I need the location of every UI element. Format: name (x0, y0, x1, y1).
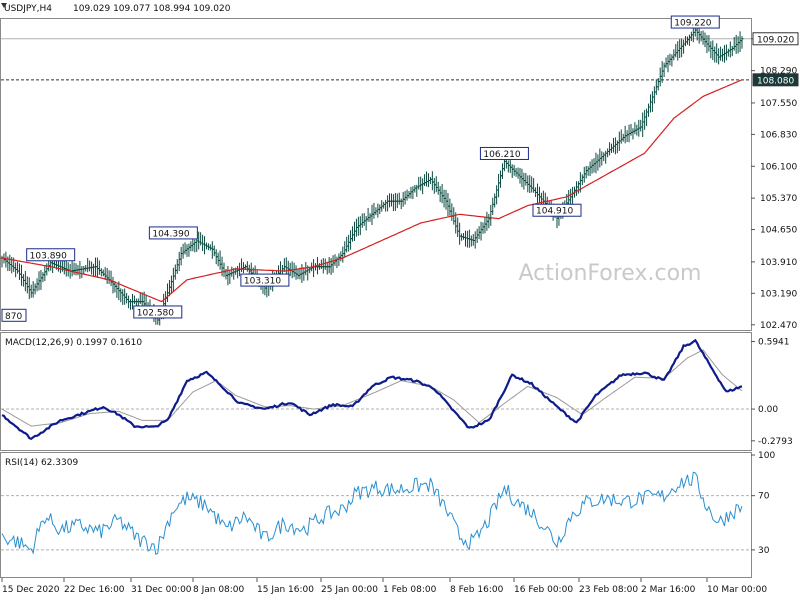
time-tick-label: 2 Mar 16:00 (641, 585, 696, 595)
price-annotation: 870 (1, 308, 27, 322)
macd-panel-frame (0, 332, 752, 451)
time-axis: 15 Dec 2020 22 Dec 16:00 31 Dec 00:00 8 Jan… (1, 578, 767, 595)
time-tick-label: 15 Jan 16:00 (257, 585, 314, 595)
annotation-label: 104.390 (152, 229, 189, 239)
price-tick-label: 106.830 (760, 130, 797, 140)
price-annotation: 109.220 (670, 15, 720, 29)
time-tick-label: 8 Jan 08:00 (193, 585, 245, 595)
price-annotation: 104.910 (532, 203, 582, 217)
annotation-label: 109.220 (674, 19, 711, 29)
price-tick-label: 105.370 (760, 194, 797, 204)
annotation-box (133, 305, 183, 319)
collapse-triangle-icon[interactable] (1, 3, 7, 8)
price-bar (740, 36, 744, 49)
price-panel: 109.020 108.290 107.550 106.830 106.100 105.3… (0, 15, 799, 331)
last-price-tag-label: 109.020 (757, 35, 794, 45)
annotation-label: 103.310 (244, 277, 281, 287)
header-ohlc: 109.029 109.077 108.994 109.020 (73, 4, 231, 14)
time-tick-label: 31 Dec 00:00 (131, 585, 192, 595)
price-annotation: 103.310 (240, 273, 290, 287)
rsi-tick-label: 100 (758, 451, 775, 461)
header-symbol: USDJPY,H4 (4, 4, 52, 14)
time-tick-label: 22 Dec 16:00 (64, 585, 125, 595)
annotation-box (1, 308, 27, 322)
price-tick-label: 107.550 (760, 99, 797, 109)
annotation-box (26, 248, 76, 262)
macd-tick-label: 0.00 (758, 405, 778, 415)
rsi-label: RSI(14) 62.3309 (5, 458, 78, 468)
price-tick-label: 106.100 (760, 162, 797, 172)
annotation-label: 104.910 (536, 207, 573, 217)
ma-tag: 108.080 (752, 73, 799, 87)
time-tick-label: 23 Feb 08:00 (579, 585, 638, 595)
annotation-box (240, 273, 290, 287)
rsi-line (1, 471, 743, 556)
time-tick-label: 10 Mar 00:00 (707, 585, 767, 595)
time-tick-label: 1 Feb 08:00 (383, 585, 437, 595)
annotation-label: 106.210 (483, 150, 520, 160)
rsi-panel-frame (0, 452, 752, 578)
time-tick-label: 25 Jan 00:00 (321, 585, 378, 595)
macd-signal-line (1, 349, 743, 427)
annotation-label: 102.580 (137, 308, 174, 318)
watermark: ActionForex.com (519, 261, 702, 286)
moving-average-line (1, 79, 743, 303)
time-tick-label: 8 Feb 16:00 (450, 585, 504, 595)
price-annotation: 102.580 (133, 305, 183, 319)
macd-tick-label: -0.2793 (758, 437, 793, 447)
rsi-tick-label: 70 (758, 492, 770, 502)
macd-label: MACD(12,26,9) 0.1997 0.1610 (5, 338, 142, 348)
time-tick-label: 15 Dec 2020 (2, 585, 60, 595)
price-tick-label: 108.290 (760, 67, 797, 77)
annotation-box (479, 146, 529, 160)
annotation-box (148, 226, 198, 240)
price-tick-label: 103.190 (760, 289, 797, 299)
last-price-tag-box (752, 32, 799, 46)
price-tick-label: 102.470 (760, 321, 797, 331)
annotation-box (670, 15, 720, 29)
price-annotation: 103.890 (26, 248, 76, 262)
ma-tag-box (752, 73, 799, 87)
price-annotation: 104.390 (148, 226, 198, 240)
price-annotation: 106.210 (479, 146, 529, 160)
annotation-box (532, 203, 582, 217)
ma-tag-label: 108.080 (757, 76, 794, 86)
price-tick-label: 104.650 (760, 226, 797, 236)
time-tick-label: 16 Feb 00:00 (514, 585, 573, 595)
price-panel-frame (0, 18, 752, 331)
annotation-label: 103.890 (30, 251, 67, 261)
rsi-tick-label: 30 (758, 546, 770, 556)
macd-tick-label: 0.5941 (758, 337, 790, 347)
macd-panel: 0.5941 0.00 -0.2793 (1, 337, 793, 447)
annotation-label: 870 (5, 312, 22, 322)
macd-line (1, 338, 743, 441)
price-tick-label: 103.910 (760, 258, 797, 268)
rsi-panel: 100 70 30 (1, 451, 775, 556)
last-price-tag: 109.020 (752, 32, 799, 46)
